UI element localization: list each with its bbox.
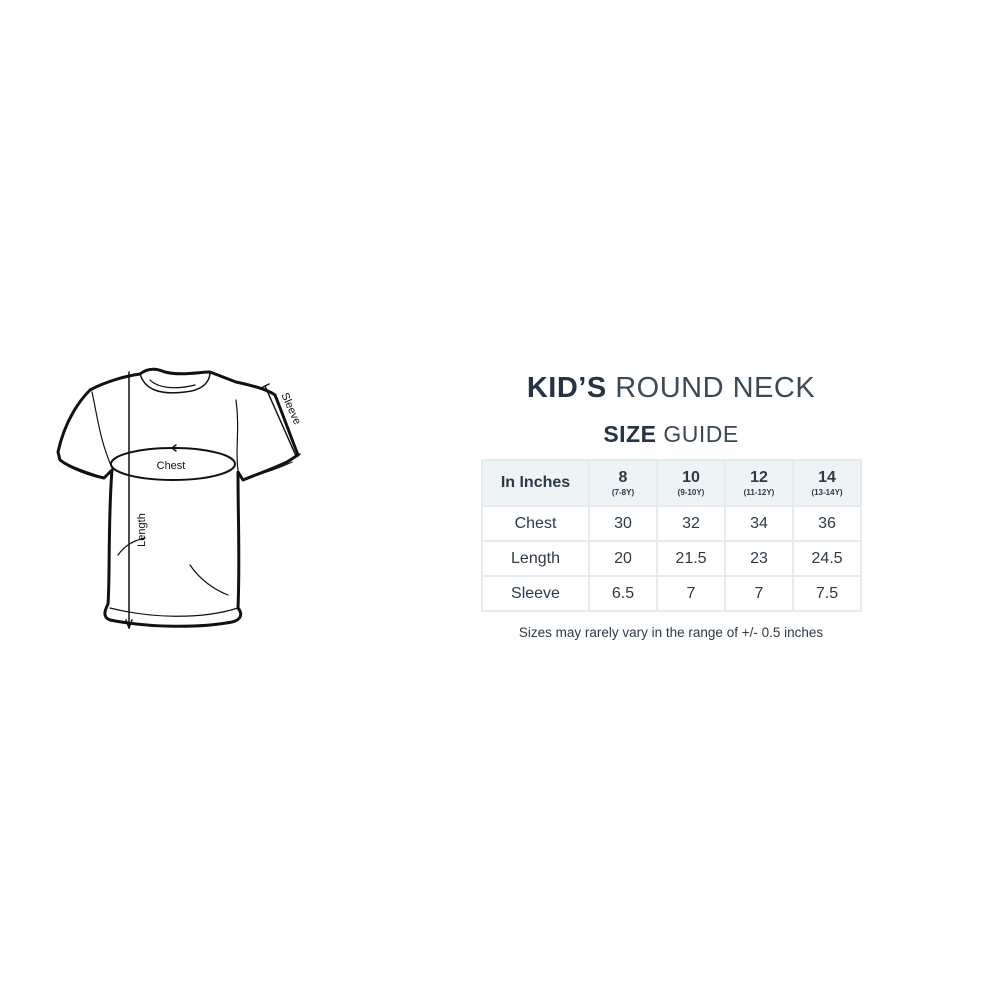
size: 8 xyxy=(618,469,628,486)
age: (13-14Y) xyxy=(811,488,843,497)
size-header: 12 (11-12Y) xyxy=(724,459,794,507)
table-row: Length 20 21.5 23 24.5 xyxy=(481,540,862,577)
size: 12 xyxy=(750,469,768,486)
row-label: Chest xyxy=(481,505,590,542)
cell: 7.5 xyxy=(792,575,862,612)
age: (11-12Y) xyxy=(743,488,775,497)
cell: 34 xyxy=(724,505,794,542)
age: (7-8Y) xyxy=(611,488,635,497)
table-row: Chest 30 32 34 36 xyxy=(481,505,862,542)
length-label: Length xyxy=(136,513,148,547)
row-label: Length xyxy=(481,540,590,577)
size: 10 xyxy=(682,469,700,486)
title-bold: KID’S xyxy=(526,372,607,404)
cell: 7 xyxy=(656,575,726,612)
size-header: 8 (7-8Y) xyxy=(588,459,658,507)
size-table: In Inches 8 (7-8Y) 10 (9-10Y) 12 (11-12Y) 1… xyxy=(481,459,862,612)
sleeve-measure-line xyxy=(264,385,297,457)
sleeve-label: Sleeve xyxy=(278,391,303,427)
cell: 7 xyxy=(724,575,794,612)
cell: 32 xyxy=(656,505,726,542)
cell: 6.5 xyxy=(588,575,658,612)
page-subtitle: SIZE GUIDE xyxy=(480,421,862,448)
cell: 21.5 xyxy=(656,540,726,577)
age: (9-10Y) xyxy=(677,488,705,497)
shirt-outline xyxy=(56,367,300,628)
title-light: ROUND NECK xyxy=(615,372,816,404)
cell: 30 xyxy=(588,505,658,542)
size: 14 xyxy=(818,469,836,486)
corner-header: In Inches xyxy=(481,459,590,507)
chest-label: Chest xyxy=(157,460,186,472)
size-header: 14 (13-14Y) xyxy=(792,459,862,507)
size-note: Sizes may rarely vary in the range of +/… xyxy=(518,625,824,640)
cell: 23 xyxy=(724,540,794,577)
row-label: Sleeve xyxy=(481,575,590,612)
subtitle-light: GUIDE xyxy=(663,421,739,447)
page-title: KID’S ROUND NECK xyxy=(480,372,862,405)
cell: 36 xyxy=(792,505,862,542)
subtitle-bold: SIZE xyxy=(603,421,657,447)
cell: 24.5 xyxy=(792,540,862,577)
table-header-row: In Inches 8 (7-8Y) 10 (9-10Y) 12 (11-12Y) 1… xyxy=(481,459,862,507)
size-header: 10 (9-10Y) xyxy=(656,459,726,507)
cell: 20 xyxy=(588,540,658,577)
table-row: Sleeve 6.5 7 7 7.5 xyxy=(481,575,862,612)
tshirt-diagram: Chest Length Sleeve xyxy=(56,367,303,629)
